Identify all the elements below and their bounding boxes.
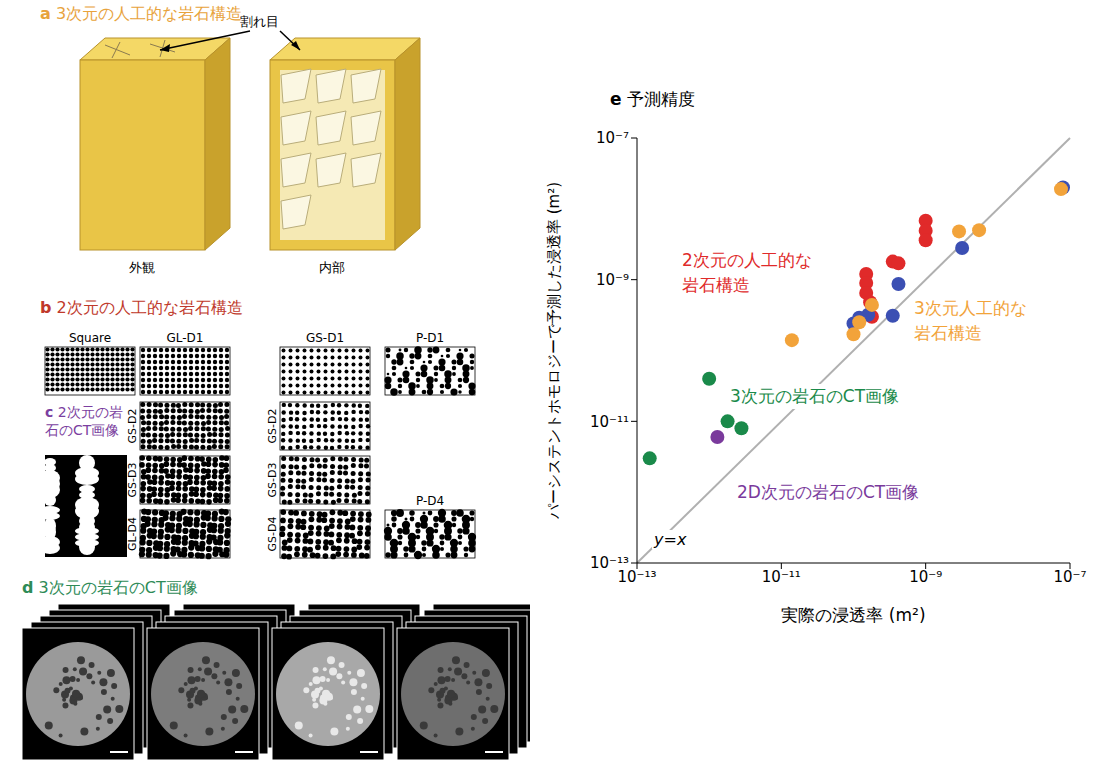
svg-text:外観: 外観: [129, 260, 155, 275]
html-text:2D次元の岩石のCT画像: 2D次元の岩石のCT画像: [737, 482, 920, 502]
svg-text:GS-D4: GS-D4: [266, 517, 279, 552]
svg-text:10⁻⁷: 10⁻⁷: [1053, 568, 1086, 586]
svg-text:10⁻¹³: 10⁻¹³: [590, 554, 629, 572]
svg-text:Square: Square: [69, 331, 111, 345]
svg-text:P-D1: P-D1: [416, 331, 444, 345]
html-text:c 2次元の岩石のCT画像: c 2次元の岩石のCT画像: [45, 404, 123, 438]
html-text:b 2次元の人工的な岩石構造: b 2次元の人工的な岩石構造: [40, 298, 243, 317]
html-text:3次元の岩石のCT画像: 3次元の岩石のCT画像: [730, 386, 900, 406]
svg-text:P-D4: P-D4: [416, 494, 444, 508]
svg-text:GL-D4: GL-D4: [126, 517, 139, 551]
html-text:2次元の人工的な岩石構造: 2次元の人工的な岩石構造: [682, 250, 812, 295]
svg-text:10⁻⁹: 10⁻⁹: [909, 568, 942, 586]
svg-text:10⁻¹¹: 10⁻¹¹: [762, 568, 801, 586]
html-text:y=x: y=x: [654, 530, 687, 549]
html-text:e 予測精度: e 予測精度: [610, 89, 695, 109]
svg-text:10⁻⁷: 10⁻⁷: [596, 129, 629, 147]
svg-text:実際の浸透率 (m²): 実際の浸透率 (m²): [781, 605, 925, 625]
html-text:d 3次元の岩石のCT画像: d 3次元の岩石のCT画像: [22, 578, 198, 597]
svg-text:割れ目: 割れ目: [240, 14, 279, 29]
svg-text:GS-D2: GS-D2: [266, 409, 279, 444]
svg-text:内部: 内部: [319, 260, 345, 275]
svg-text:10⁻⁹: 10⁻⁹: [596, 271, 629, 289]
svg-text:GL-D1: GL-D1: [167, 331, 204, 345]
svg-text:GS-D2: GS-D2: [126, 409, 139, 444]
html-text:3次元人工的な岩石構造: 3次元人工的な岩石構造: [914, 298, 1027, 343]
svg-text:10⁻¹³: 10⁻¹³: [617, 567, 657, 586]
svg-text:GS-D3: GS-D3: [266, 463, 279, 498]
svg-text:GS-D3: GS-D3: [126, 463, 139, 498]
svg-text:パーシステントホモロジーで予測した浸透率 (m²): パーシステントホモロジーで予測した浸透率 (m²): [545, 182, 563, 520]
svg-text:10⁻¹¹: 10⁻¹¹: [590, 413, 629, 431]
svg-text:GS-D1: GS-D1: [306, 331, 344, 345]
html-text:a 3次元の人工的な岩石構造: a 3次元の人工的な岩石構造: [40, 4, 243, 23]
